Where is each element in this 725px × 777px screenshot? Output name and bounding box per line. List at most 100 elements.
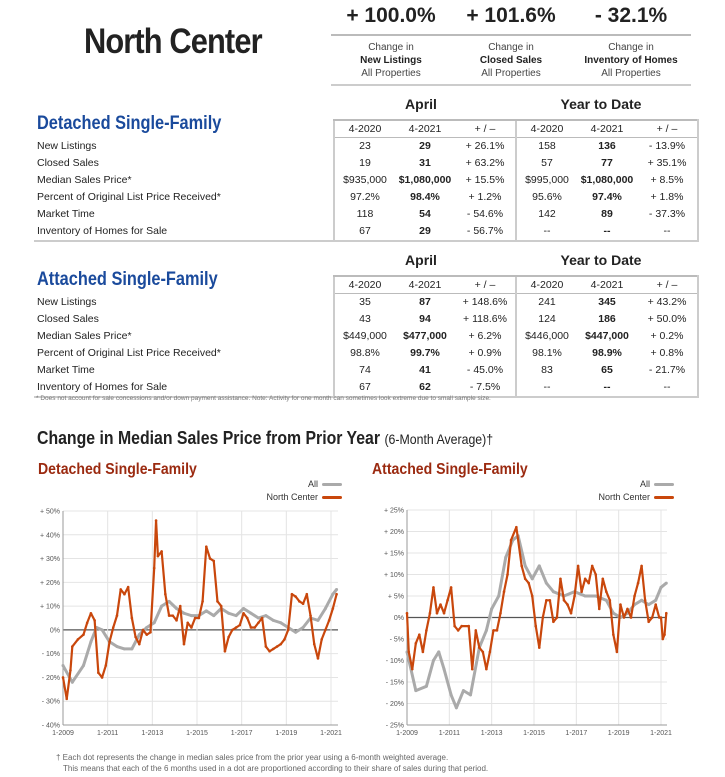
table-row: Median Sales Price* $449,000 $477,000 + 6.2… bbox=[34, 327, 699, 345]
cell-value: + 50.0% bbox=[637, 310, 699, 328]
data-point-north-center bbox=[231, 628, 234, 632]
cell-value: - 21.7% bbox=[637, 361, 699, 379]
group-header-month: April bbox=[405, 252, 437, 268]
y-tick-label: + 5% bbox=[388, 594, 404, 601]
data-point-north-center bbox=[242, 611, 245, 615]
row-label: Market Time bbox=[37, 364, 95, 376]
data-point-north-center bbox=[446, 599, 449, 602]
cell-value: + 1.8% bbox=[637, 188, 699, 206]
data-point-north-center bbox=[69, 669, 72, 672]
cell-value: $995,000 bbox=[515, 171, 577, 189]
data-point-all bbox=[544, 581, 548, 585]
data-point-north-center bbox=[626, 607, 629, 611]
data-point-north-center bbox=[647, 620, 650, 624]
data-point-all bbox=[530, 577, 534, 581]
data-point-north-center bbox=[186, 621, 189, 625]
x-tick-label: 1-2013 bbox=[481, 730, 503, 737]
data-point-north-center bbox=[134, 635, 137, 639]
data-point-north-center bbox=[212, 559, 216, 563]
data-point-north-center bbox=[515, 525, 518, 529]
column-header: + / – bbox=[455, 119, 516, 138]
data-point-all bbox=[145, 626, 149, 630]
data-point-north-center bbox=[527, 581, 531, 585]
data-point-all bbox=[454, 706, 458, 710]
cell-value: 98.9% bbox=[592, 347, 622, 359]
data-point-north-center bbox=[636, 581, 640, 585]
x-tick-label: 1-2021 bbox=[320, 730, 342, 737]
data-point-north-center bbox=[164, 592, 167, 596]
cell-value: 345 bbox=[598, 296, 616, 308]
data-point-north-center bbox=[428, 611, 432, 615]
data-point-north-center bbox=[178, 604, 182, 608]
y-tick-label: 0% bbox=[394, 615, 404, 622]
data-point-north-center bbox=[193, 616, 197, 620]
data-point-north-center bbox=[205, 545, 208, 548]
data-point-north-center bbox=[294, 595, 297, 598]
column-header: 4-2020 bbox=[515, 275, 577, 294]
table-header-row: 4-2020 4-2021 + / –4-2020 4-2021 + / – bbox=[34, 275, 699, 294]
data-point-north-center bbox=[219, 604, 223, 608]
data-point-all bbox=[271, 618, 275, 622]
data-point-north-center bbox=[154, 519, 158, 522]
section-title: Attached Single-Family bbox=[37, 269, 218, 290]
cell-value: - 37.3% bbox=[637, 205, 699, 223]
kpi-line3: All Properties bbox=[361, 68, 421, 79]
row-label: New Listings bbox=[37, 139, 97, 152]
series-line-north-center bbox=[61, 519, 338, 700]
kpi-line1: Change in bbox=[368, 42, 414, 53]
chart-title-detached: Detached Single-Family bbox=[38, 461, 197, 478]
cell-value: 98.8% bbox=[333, 344, 395, 362]
data-point-north-center bbox=[227, 635, 230, 639]
stats-table: 4-2020 4-2021 + / –4-2020 4-2021 + / – New Li… bbox=[34, 119, 699, 242]
data-point-all bbox=[583, 594, 587, 598]
data-point-north-center bbox=[545, 599, 548, 602]
data-point-all bbox=[160, 604, 164, 608]
cell-value: 43 bbox=[333, 310, 395, 328]
data-point-north-center bbox=[197, 616, 201, 620]
y-tick-label: + 20% bbox=[384, 529, 404, 536]
row-label: Percent of Original List Price Received* bbox=[37, 191, 221, 203]
data-point-north-center bbox=[410, 667, 414, 671]
data-point-north-center bbox=[439, 603, 442, 606]
y-tick-label: + 50% bbox=[40, 509, 60, 516]
data-point-north-center bbox=[216, 600, 219, 603]
data-point-north-center bbox=[171, 614, 175, 617]
data-point-north-center bbox=[622, 616, 626, 619]
data-point-north-center bbox=[492, 629, 495, 632]
cell-value: $477,000 bbox=[403, 330, 447, 342]
x-tick-label: 1-2017 bbox=[231, 730, 253, 737]
kpi-line3: All Properties bbox=[481, 68, 541, 79]
cell-value: $1,080,000 bbox=[580, 174, 634, 186]
data-point-north-center bbox=[580, 590, 583, 593]
legend-attached: All North Center bbox=[554, 479, 674, 502]
row-label: Closed Sales bbox=[37, 157, 99, 169]
y-tick-label: - 10% bbox=[42, 651, 60, 658]
data-point-north-center bbox=[583, 577, 587, 581]
data-point-north-center bbox=[331, 607, 335, 610]
chart-attached: - 25% - 20% - 15% - 10% - 5% 0% + 5% + 10% + 15%… bbox=[384, 508, 672, 738]
cell-value: 29 bbox=[419, 140, 431, 152]
data-point-all bbox=[449, 693, 453, 697]
cell-value: - 13.9% bbox=[637, 137, 699, 155]
cell-value: 62 bbox=[395, 378, 455, 398]
cell-value: 99.7% bbox=[410, 347, 440, 359]
cell-value: 98.4% bbox=[410, 191, 440, 203]
table-row: Median Sales Price* $935,000 $1,080,000 + 1… bbox=[34, 171, 699, 189]
cell-value: - 54.6% bbox=[466, 208, 504, 220]
data-point-north-center bbox=[327, 619, 331, 622]
data-point-north-center bbox=[407, 650, 411, 654]
data-point-north-center bbox=[523, 577, 527, 581]
cell-value: + 8.5% bbox=[637, 171, 699, 189]
kpi-value: - 32.1% bbox=[594, 4, 668, 27]
data-point-north-center bbox=[279, 642, 283, 646]
data-point-north-center bbox=[506, 573, 509, 576]
column-header: + / – bbox=[455, 275, 516, 294]
data-point-north-center bbox=[530, 594, 534, 598]
data-point-north-center bbox=[559, 577, 562, 581]
cell-value: 95.6% bbox=[515, 188, 577, 206]
data-point-north-center bbox=[249, 626, 253, 629]
data-point-all bbox=[70, 680, 74, 684]
cell-value: 35 bbox=[333, 293, 395, 311]
cell-value: 29 bbox=[395, 222, 455, 242]
